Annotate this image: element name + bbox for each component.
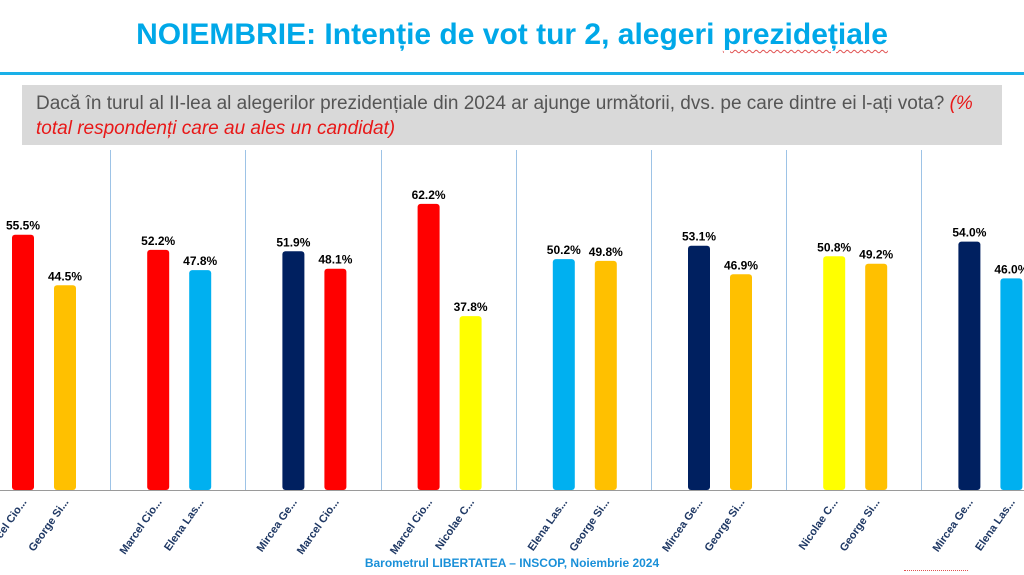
data-label: 54.0% xyxy=(952,226,986,240)
bar xyxy=(189,270,212,490)
data-label: 62.2% xyxy=(412,188,446,202)
bar xyxy=(865,263,888,490)
data-label: 52.2% xyxy=(141,234,175,248)
footer-decoration xyxy=(904,570,968,574)
bar xyxy=(12,234,34,490)
bar xyxy=(417,203,440,490)
x-tick-label: Marcel Cio... xyxy=(295,497,342,555)
bar-chart: 55.5% Marcel Cio... 44.5% George Si... 52.2%… xyxy=(0,150,1024,555)
x-tick-label: Mircea Ge... xyxy=(931,497,976,554)
x-tick-label: Marcel Cio... xyxy=(0,497,29,555)
bar xyxy=(688,245,710,490)
data-label: 46.0% xyxy=(994,262,1024,276)
source-footer: Barometrul LIBERTATEA – INSCOP, Noiembri… xyxy=(364,556,660,570)
data-label: 50.2% xyxy=(547,243,581,257)
bar xyxy=(147,249,170,490)
data-label: 48.1% xyxy=(318,253,352,267)
data-label: 47.8% xyxy=(183,254,217,268)
data-label: 46.9% xyxy=(724,258,758,272)
bar xyxy=(730,274,752,490)
bar xyxy=(459,316,482,490)
x-tick-label: Nicolae C... xyxy=(433,497,477,552)
data-label: 50.8% xyxy=(817,240,851,254)
x-tick-label: George Si... xyxy=(838,497,883,554)
data-label: 51.9% xyxy=(276,235,310,249)
bar xyxy=(823,256,846,490)
x-tick-label: Elena Las... xyxy=(973,497,1018,553)
bar xyxy=(552,259,575,490)
x-tick-label: Mircea Ge... xyxy=(660,497,705,554)
question-note: (% total respondenți care au ales un can… xyxy=(36,93,973,139)
data-label: 55.5% xyxy=(6,219,40,233)
x-tick-label: Nicolae C... xyxy=(797,497,841,552)
bar xyxy=(54,285,76,490)
data-label: 53.1% xyxy=(682,230,716,244)
data-label: 44.5% xyxy=(48,269,82,283)
x-tick-label: Mircea Ge... xyxy=(255,497,300,554)
title-divider xyxy=(0,72,1024,75)
data-label: 49.8% xyxy=(589,245,623,259)
bar xyxy=(594,260,617,490)
data-label: 49.2% xyxy=(859,248,893,262)
bar xyxy=(1000,278,1023,490)
bar xyxy=(282,251,305,490)
x-tick-label: George Si... xyxy=(567,497,612,554)
bar xyxy=(958,241,981,490)
bar xyxy=(324,268,347,490)
x-tick-label: Marcel Cio... xyxy=(118,497,165,555)
x-tick-label: Elena Las... xyxy=(526,497,571,553)
x-tick-label: George Si... xyxy=(703,497,748,554)
page-title: NOIEMBRIE: Intenție de vot tur 2, aleger… xyxy=(0,18,1024,52)
x-tick-label: Marcel Cio... xyxy=(388,497,435,555)
data-label: 37.8% xyxy=(454,300,488,314)
x-tick-label: Elena Las... xyxy=(162,497,207,553)
x-tick-label: George Si... xyxy=(27,497,72,554)
question-text: Dacă în turul al II-lea al alegerilor pr… xyxy=(36,93,945,114)
page-title-tail: prezidețiale xyxy=(722,18,888,51)
question-box: Dacă în turul al II-lea al alegerilor pr… xyxy=(22,85,1002,145)
page-title-main: NOIEMBRIE: Intenție de vot tur 2, aleger… xyxy=(136,18,723,51)
